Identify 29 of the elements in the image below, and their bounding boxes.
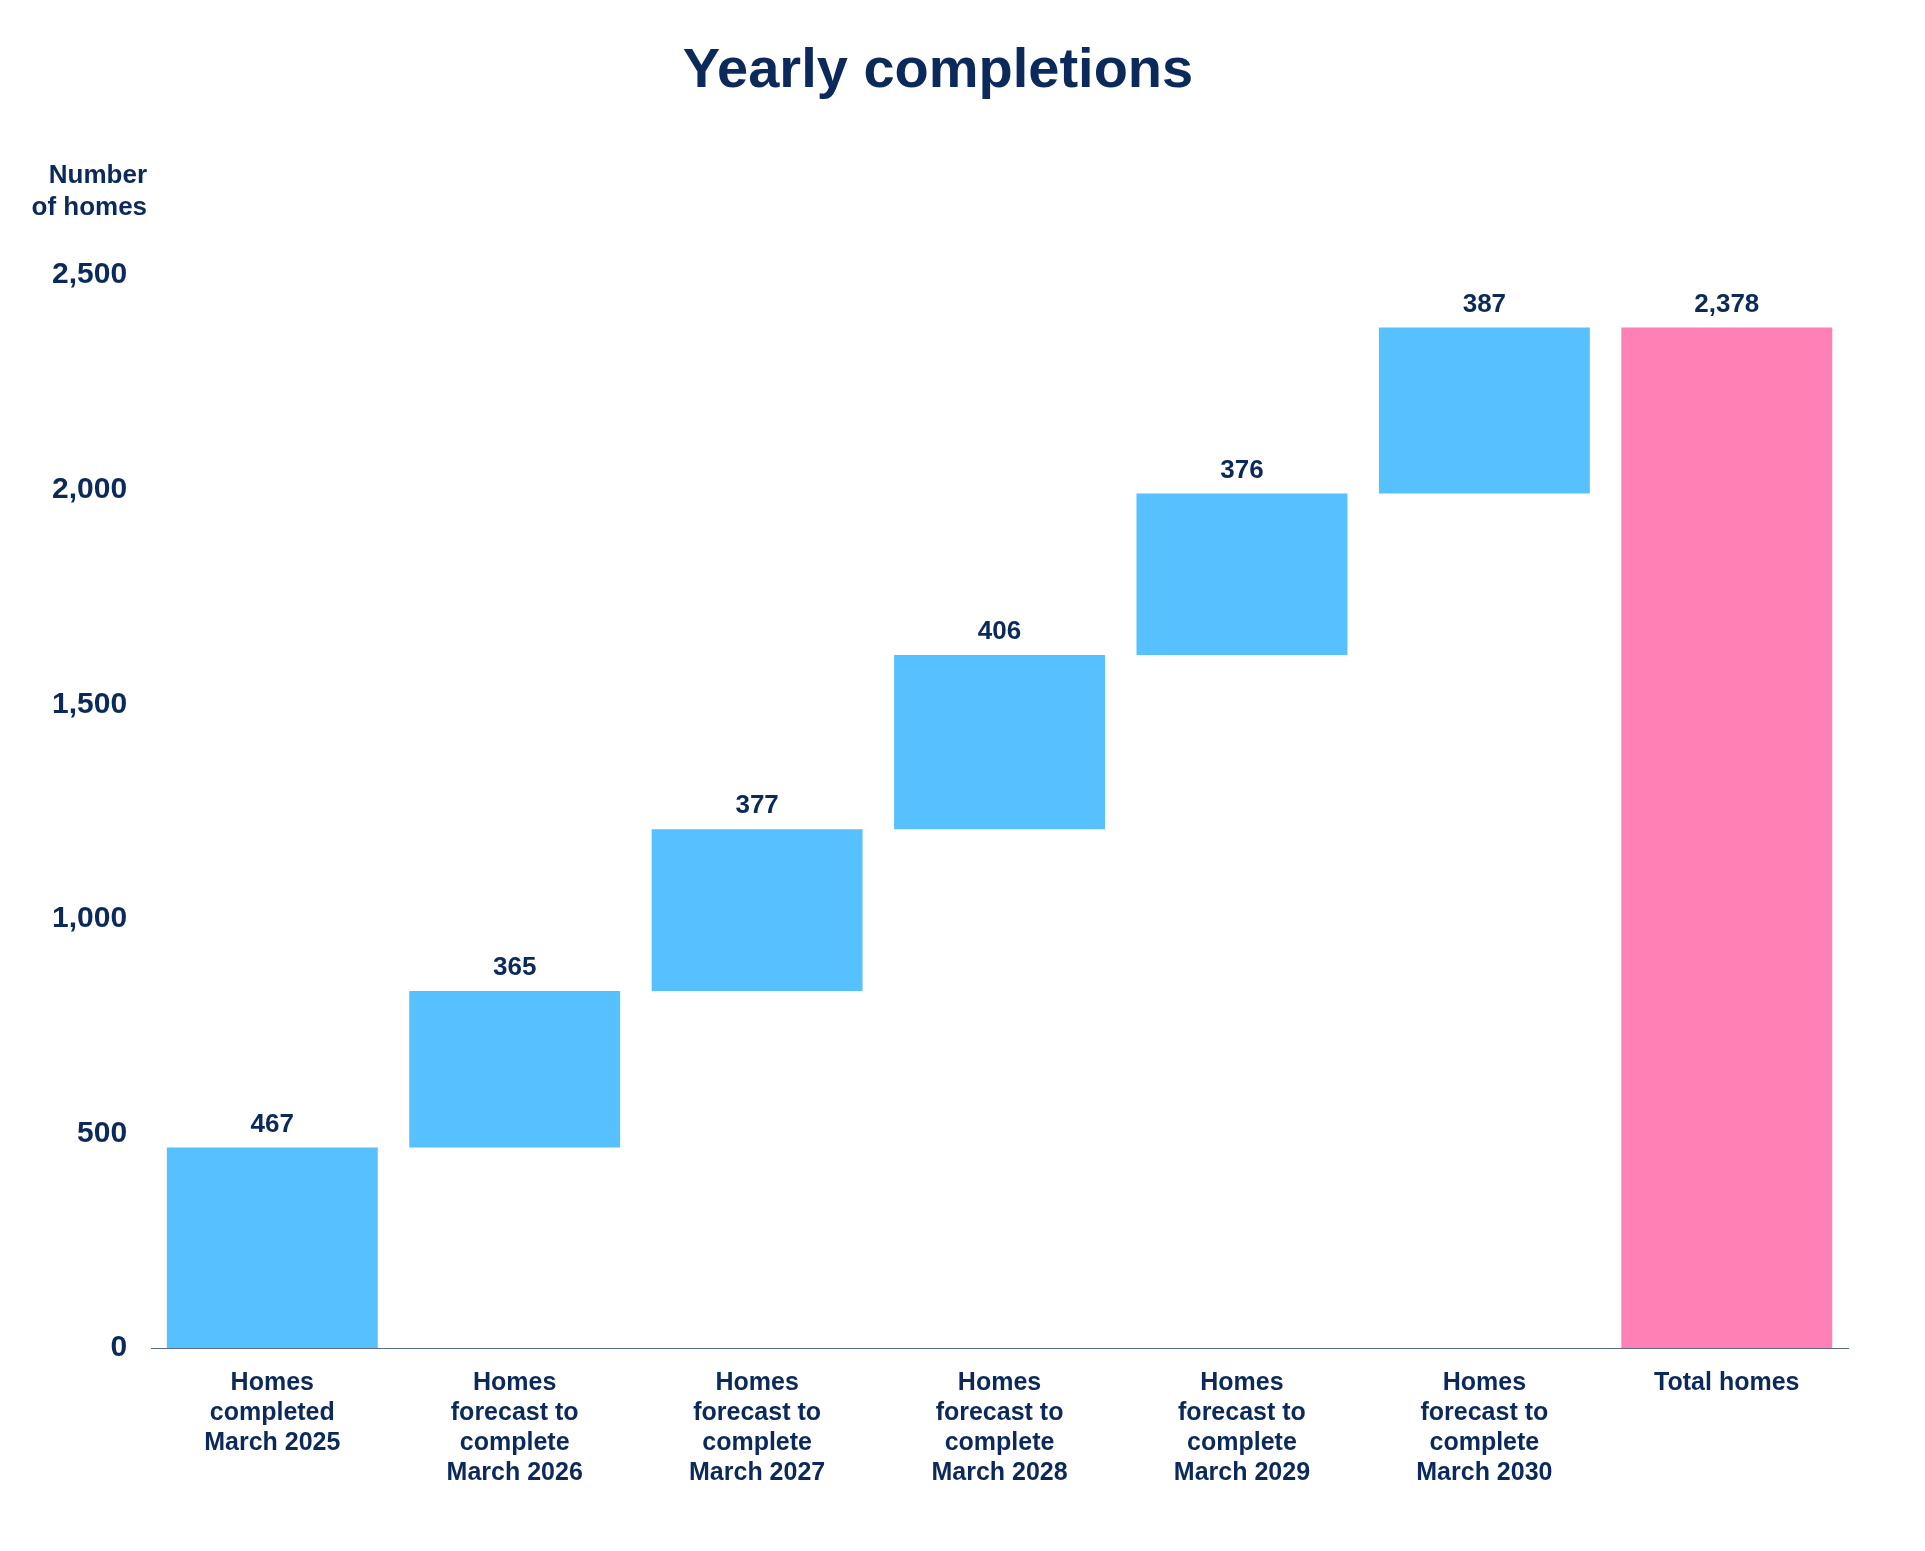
bar [409,990,621,1148]
y-axis-title: Number of homes [31,159,148,222]
y-tick-label: 500 [77,1114,128,1148]
bar [1378,327,1590,494]
data-label: 377 [735,789,779,820]
x-tick-label: Homes forecast to complete March 2029 [1173,1366,1311,1485]
bar [1621,327,1833,1348]
data-label: 406 [977,615,1022,646]
data-label: 2,378 [1694,287,1760,318]
data-label: 376 [1220,453,1264,484]
x-tick-label: Total homes [1654,1366,1800,1395]
bar [894,654,1105,830]
x-tick-label: Homes forecast to complete March 2026 [446,1366,583,1485]
data-label: 387 [1462,287,1507,318]
y-tick-label: 0 [110,1329,128,1363]
x-tick-label: Homes forecast to complete March 2027 [689,1366,826,1485]
x-tick-label: Homes forecast to complete March 2030 [1416,1366,1553,1485]
x-tick-label: Homes completed March 2025 [204,1366,341,1455]
y-tick-label: 1,500 [52,685,128,719]
chart-title: Yearly completions [682,36,1194,100]
data-label: 467 [250,1107,294,1138]
y-tick-label: 1,000 [52,900,128,934]
bar [1136,493,1348,655]
bar [166,1147,378,1348]
y-tick-label: 2,500 [52,256,128,290]
y-tick-label: 2,000 [52,471,128,505]
data-label: 365 [493,951,537,982]
x-tick-label: Homes forecast to complete March 2028 [931,1366,1068,1485]
bar [651,829,863,991]
